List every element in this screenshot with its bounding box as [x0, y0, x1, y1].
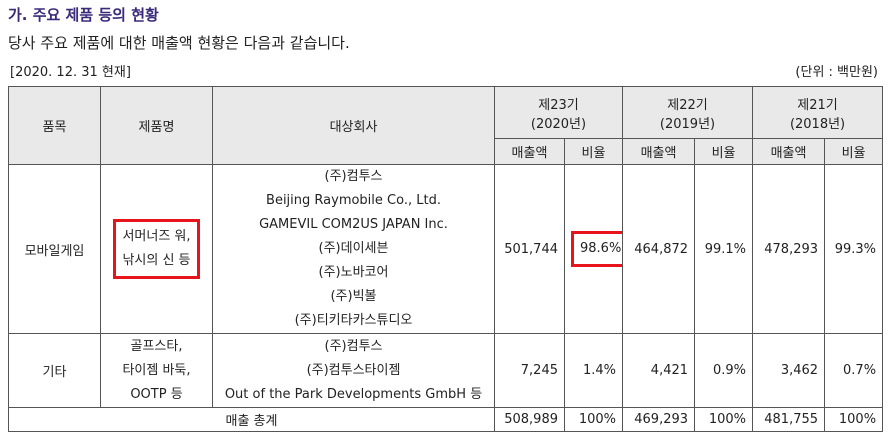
unit-label: (단위 : 백만원) [795, 65, 878, 80]
cell-ratio: 99.3% [824, 164, 884, 334]
subheader-sales: 매출액 [494, 138, 565, 165]
section-heading: 가. 주요 제품 등의 현황 [8, 6, 159, 24]
period-name: 제22기 [667, 97, 708, 113]
period-year: (2020년) [530, 116, 587, 132]
table-row: 모바일게임 서머너즈 워, 낚시의 신 등 (주)컴투스 Beijing Ray… [8, 164, 884, 334]
header-period-23: 제23기 (2020년) [493, 86, 624, 139]
table-row: 기타 골프스타, 타이젬 바둑, OOTP 등 (주)컴투스 (주)컴투스타이젬… [8, 333, 884, 408]
header-product: 제품명 [100, 86, 213, 165]
total-label: 매출 총계 [8, 407, 495, 432]
subheader-sales: 매출액 [622, 138, 696, 165]
row-product: 골프스타, 타이젬 바둑, OOTP 등 [100, 333, 213, 408]
period-year: (2018년) [789, 116, 846, 132]
row-item: 모바일게임 [8, 164, 101, 334]
subheader-ratio: 비율 [694, 138, 754, 165]
total-ratio: 100% [694, 407, 754, 432]
date-label: [2020. 12. 31 현재] [10, 65, 131, 80]
period-name: 제21기 [797, 97, 838, 113]
cell-sales: 3,462 [752, 333, 826, 408]
row-companies: (주)컴투스 (주)컴투스타이젬 Out of the Park Develop… [212, 333, 495, 408]
sales-table: 품목 제품명 대상회사 제23기 (2020년) 제22기 (2019년) 제2… [8, 86, 884, 432]
subheader-ratio: 비율 [824, 138, 884, 165]
ratio-highlight: 98.6% [571, 231, 622, 267]
total-ratio: 100% [563, 407, 624, 432]
cell-sales: 464,872 [622, 164, 696, 334]
subheader-ratio: 비율 [563, 138, 624, 165]
period-year: (2019년) [659, 116, 716, 132]
total-sales: 481,755 [752, 407, 826, 432]
cell-ratio: 99.1% [694, 164, 754, 334]
cell-sales: 7,245 [494, 333, 565, 408]
intro-text: 당사 주요 제품에 대한 매출액 현황은 다음과 같습니다. [8, 34, 350, 52]
period-name: 제23기 [538, 97, 579, 113]
cell-sales: 501,744 [494, 164, 565, 334]
header-period-21: 제21기 (2018년) [752, 86, 884, 139]
total-sales: 508,989 [494, 407, 565, 432]
total-row: 매출 총계 508,989 100% 469,293 100% 481,755 … [8, 407, 884, 432]
cell-ratio: 98.6% [563, 164, 624, 334]
cell-ratio: 0.7% [824, 333, 884, 408]
header-item: 품목 [8, 86, 101, 165]
cell-sales: 478,293 [752, 164, 826, 334]
total-sales: 469,293 [622, 407, 696, 432]
header-company: 대상회사 [212, 86, 495, 165]
product-highlight: 서머너즈 워, 낚시의 신 등 [113, 219, 200, 279]
row-product: 서머너즈 워, 낚시의 신 등 [100, 164, 213, 334]
cell-ratio: 0.9% [694, 333, 754, 408]
subheader-sales: 매출액 [752, 138, 826, 165]
row-item: 기타 [8, 333, 101, 408]
cell-sales: 4,421 [622, 333, 696, 408]
header-period-22: 제22기 (2019년) [622, 86, 754, 139]
row-companies: (주)컴투스 Beijing Raymobile Co., Ltd. GAMEV… [212, 164, 495, 334]
cell-ratio: 1.4% [563, 333, 624, 408]
total-ratio: 100% [824, 407, 884, 432]
